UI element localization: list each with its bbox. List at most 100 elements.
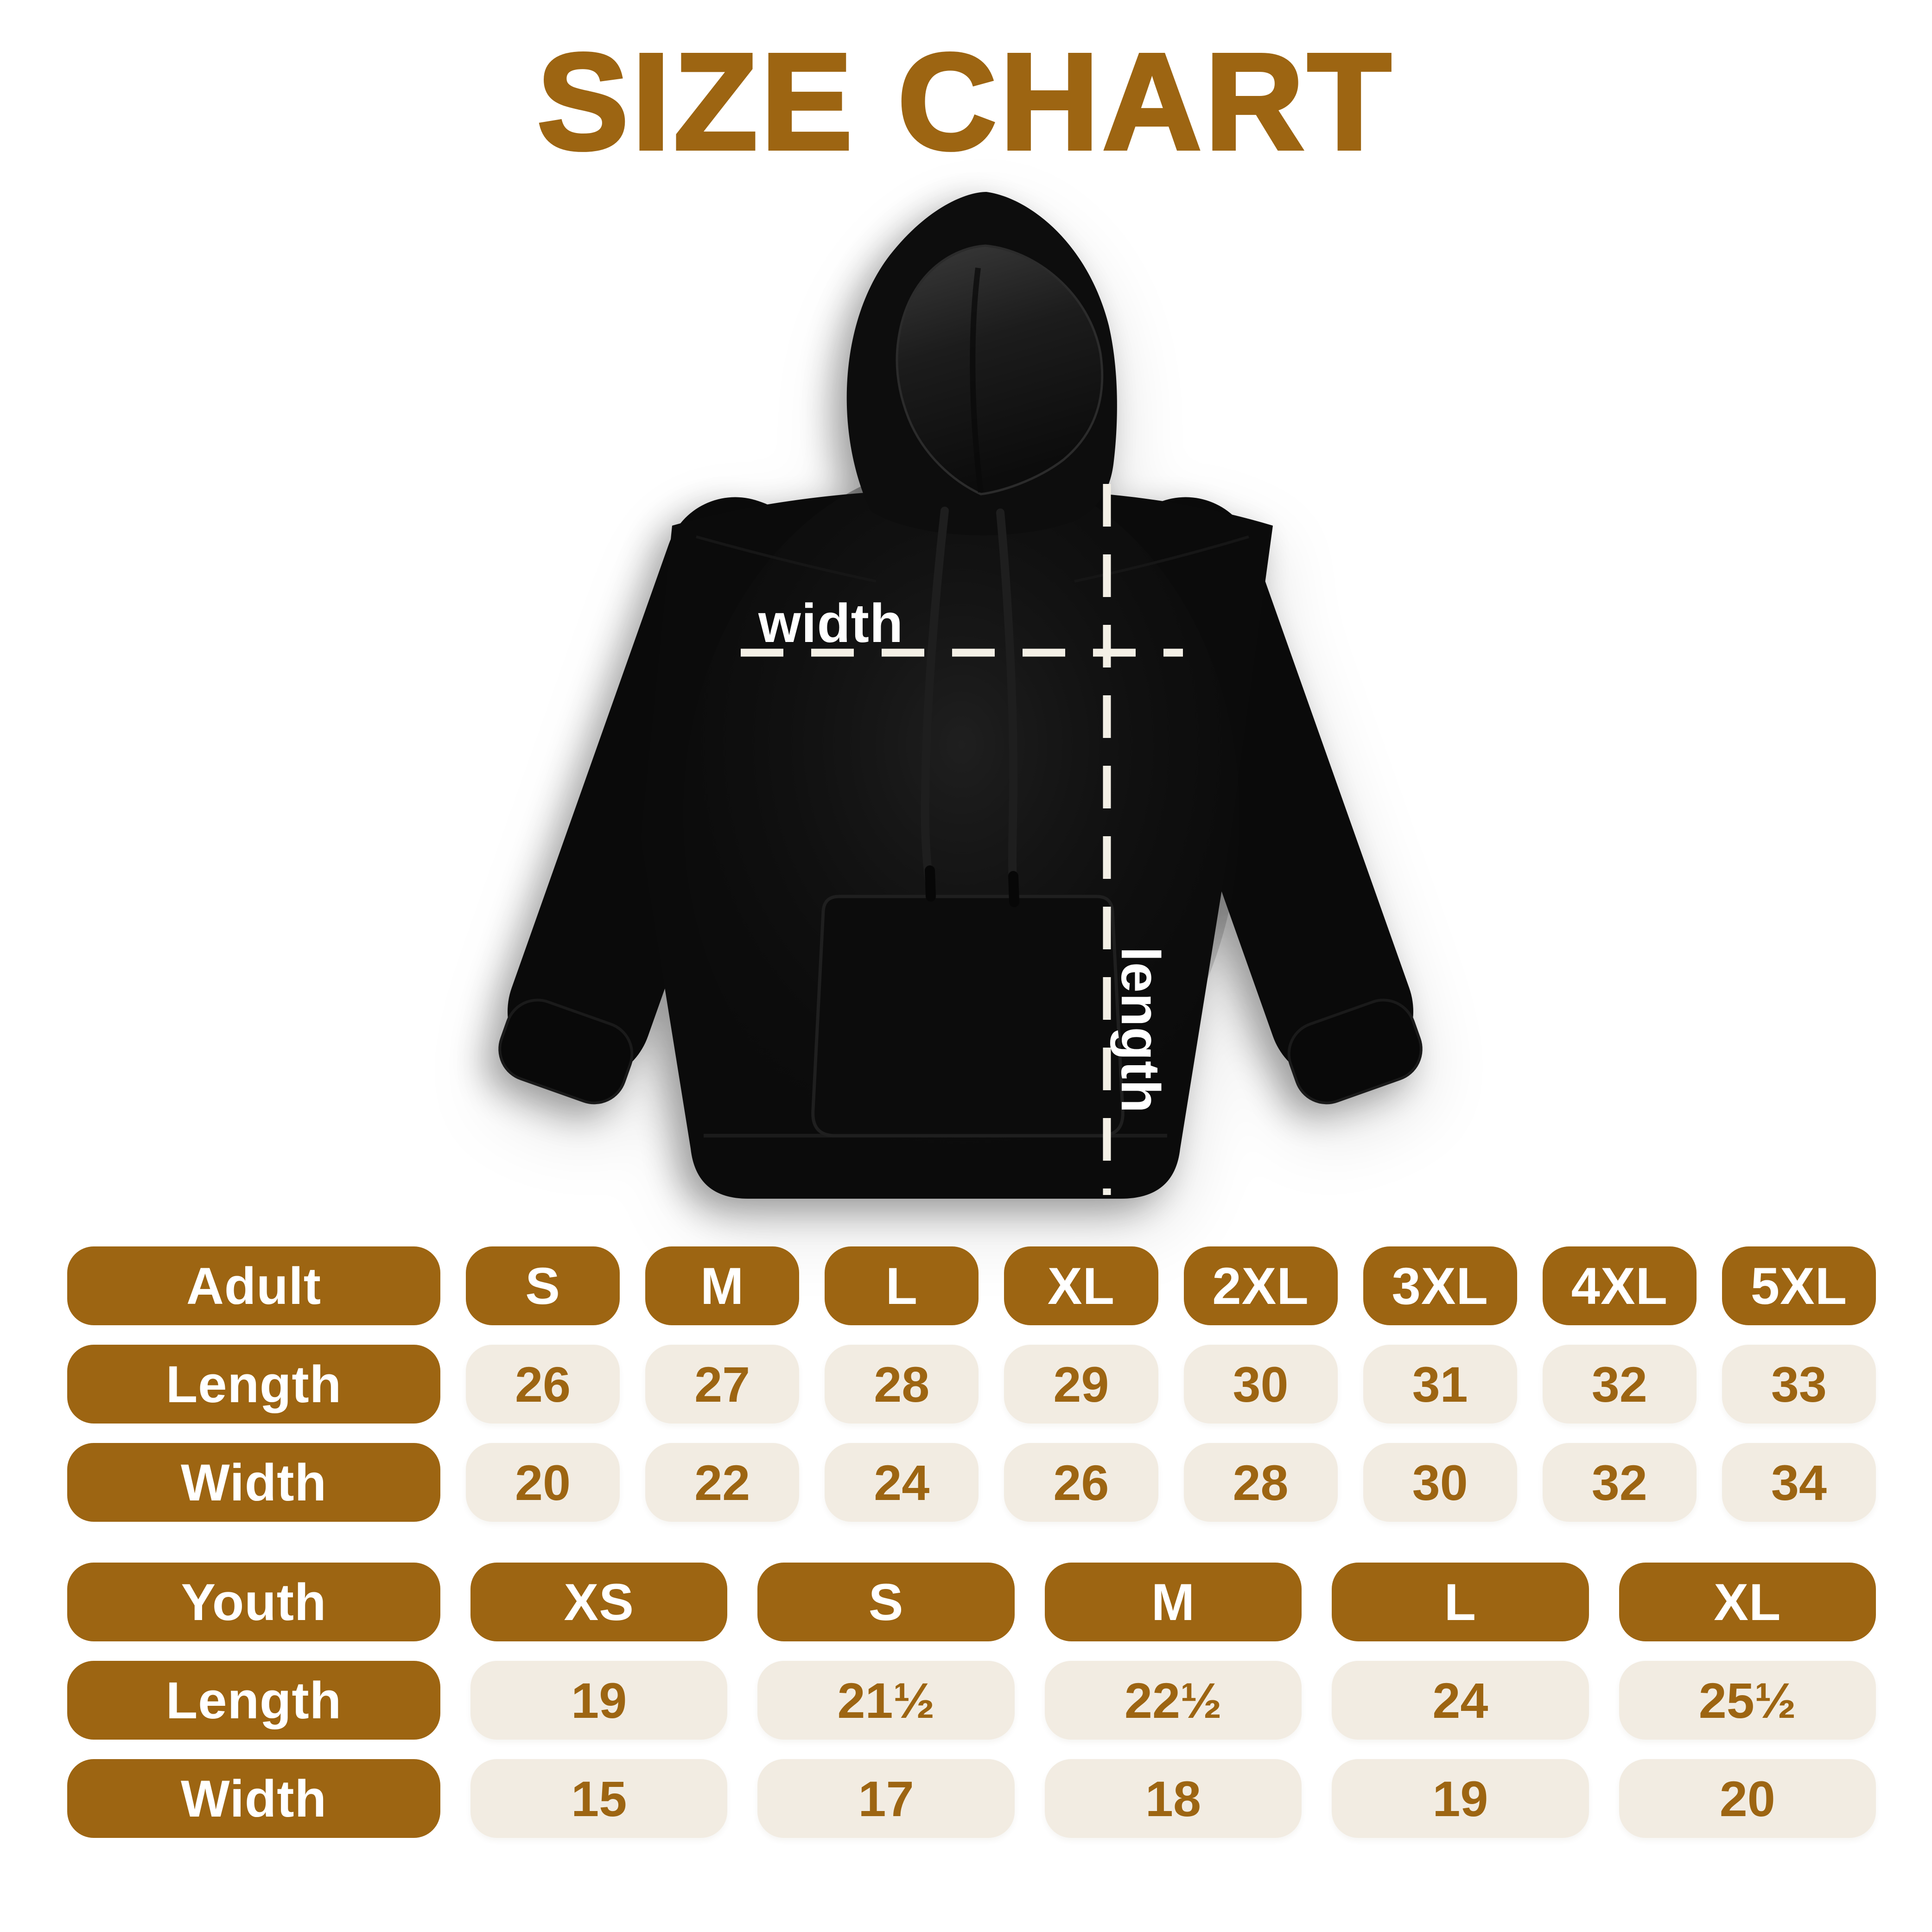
size-table-header-row: Youth XS S M L XL [67,1563,1876,1641]
size-value-cell-text: 25½ [1698,1672,1796,1729]
size-header-pill: 3XL [1363,1246,1517,1325]
page-title: SIZE CHART [535,25,1395,178]
size-header-pill: L [825,1246,979,1325]
size-value-cell-text: 28 [1233,1454,1289,1511]
size-value-cell: 28 [825,1345,979,1424]
size-header-pill: L [1332,1563,1589,1641]
size-header-pill: 2XL [1183,1246,1338,1325]
size-value-cell-text: 32 [1591,1356,1647,1412]
size-header-pill: M [1044,1563,1302,1641]
size-value-cell: 33 [1722,1345,1876,1424]
size-value-cell: 32 [1542,1345,1697,1424]
size-header-pill-text: M [1151,1573,1195,1631]
size-header-pill: XL [1004,1246,1158,1325]
size-value-cell-text: 31 [1412,1356,1468,1412]
size-value-cell-text: 20 [515,1454,571,1511]
size-header-pill-text: XL [1047,1257,1115,1315]
youth-size-table: Youth XS S M L XL Length 19 21½ 22½ 24 25½ Width 15 17… [67,1563,1876,1838]
size-value-cell: 30 [1363,1443,1517,1522]
size-value-cell: 30 [1183,1345,1338,1424]
size-value-cell-text: 19 [1432,1770,1488,1827]
row-label-pill-text: Length [165,1671,342,1729]
row-label-pill-text: Length [165,1355,342,1413]
size-value-cell-text: 21½ [837,1672,935,1729]
row-label-pill-text: Width [181,1769,327,1828]
size-tables: Adult S M L XL 2XL 3XL 4XL 5XL Length 26 27 28 29 30 31… [67,1246,1876,1857]
size-value-cell-text: 27 [694,1356,750,1412]
size-table-data-row: Width 20 22 24 26 28 30 32 34 [67,1443,1876,1522]
size-value-cell: 18 [1044,1759,1302,1838]
size-value-cell-text: 19 [571,1672,627,1729]
row-label-pill: Length [67,1345,440,1424]
size-header-pill-text: 2XL [1212,1257,1309,1315]
hoodie-pocket [811,895,1125,1138]
size-header-pill: 4XL [1542,1246,1697,1325]
size-value-cell-text: 22 [694,1454,750,1511]
size-table-header-row: Adult S M L XL 2XL 3XL 4XL 5XL [67,1246,1876,1325]
size-table-data-row: Length 19 21½ 22½ 24 25½ [67,1661,1876,1740]
size-value-cell-text: 33 [1771,1356,1827,1412]
size-header-pill: S [466,1246,620,1325]
size-value-cell: 19 [470,1661,728,1740]
hood-lining [896,244,1104,496]
size-value-cell-text: 30 [1412,1454,1468,1511]
size-value-cell: 24 [1332,1661,1589,1740]
adult-size-table: Adult S M L XL 2XL 3XL 4XL 5XL Length 26 27 28 29 30 31… [67,1246,1876,1522]
size-value-cell-text: 20 [1719,1770,1775,1827]
size-value-cell-text: 30 [1233,1356,1289,1412]
size-header-pill: S [757,1563,1015,1641]
size-header-pill-text: XL [1714,1573,1781,1631]
size-value-cell-text: 34 [1771,1454,1827,1511]
size-value-cell: 21½ [757,1661,1015,1740]
size-header-pill-text: L [1444,1573,1477,1631]
width-measure-label: width [758,593,904,654]
size-value-cell: 20 [466,1443,620,1522]
right-shoulder-seam [1074,535,1249,583]
size-value-cell: 20 [1619,1759,1876,1838]
size-value-cell: 19 [1332,1759,1589,1838]
size-value-cell-text: 24 [1432,1672,1488,1729]
size-value-cell: 24 [825,1443,979,1522]
size-value-cell-text: 26 [1053,1454,1109,1511]
hoodie-graphic [498,192,1423,1199]
size-header-pill-text: S [525,1257,560,1315]
size-value-cell-text: 28 [874,1356,930,1412]
size-value-cell: 26 [466,1345,620,1424]
size-value-cell: 28 [1183,1443,1338,1522]
size-value-cell-text: 18 [1145,1770,1201,1827]
size-header-pill: XS [470,1563,728,1641]
size-header-pill-text: 3XL [1392,1257,1488,1315]
drawstring-left-tip [925,865,936,902]
size-value-cell-text: 15 [571,1770,627,1827]
length-measure-label: length [1110,947,1171,1113]
row-label-pill: Width [67,1443,440,1522]
size-header-pill-text: 5XL [1750,1257,1848,1315]
row-label-pill-text: Adult [186,1257,322,1315]
left-shoulder-seam [696,535,877,583]
hood-crease [970,267,984,493]
size-header-pill-text: XS [564,1573,634,1631]
size-value-cell-text: 26 [515,1356,571,1412]
hoodie-figure: width length [470,184,1462,1233]
row-label-pill-text: Youth [181,1573,327,1631]
drawstring-left [921,507,949,899]
size-value-cell: 32 [1542,1443,1697,1522]
size-value-cell: 17 [757,1759,1015,1838]
size-value-cell: 25½ [1619,1661,1876,1740]
size-value-cell: 31 [1363,1345,1517,1424]
row-label-pill: Length [67,1661,440,1740]
size-value-cell: 34 [1722,1443,1876,1522]
size-header-pill: XL [1619,1563,1876,1641]
size-value-cell-text: 17 [858,1770,914,1827]
size-header-pill-text: M [700,1257,744,1315]
size-value-cell-text: 24 [874,1454,930,1511]
size-header-pill-text: 4XL [1571,1257,1668,1315]
size-header-pill-text: S [868,1573,904,1631]
row-label-pill: Adult [67,1246,440,1325]
size-value-cell-text: 29 [1053,1356,1109,1412]
size-header-pill: 5XL [1722,1246,1876,1325]
size-table-data-row: Length 26 27 28 29 30 31 32 33 [67,1345,1876,1424]
size-header-pill-text: L [885,1257,918,1315]
size-value-cell: 29 [1004,1345,1158,1424]
